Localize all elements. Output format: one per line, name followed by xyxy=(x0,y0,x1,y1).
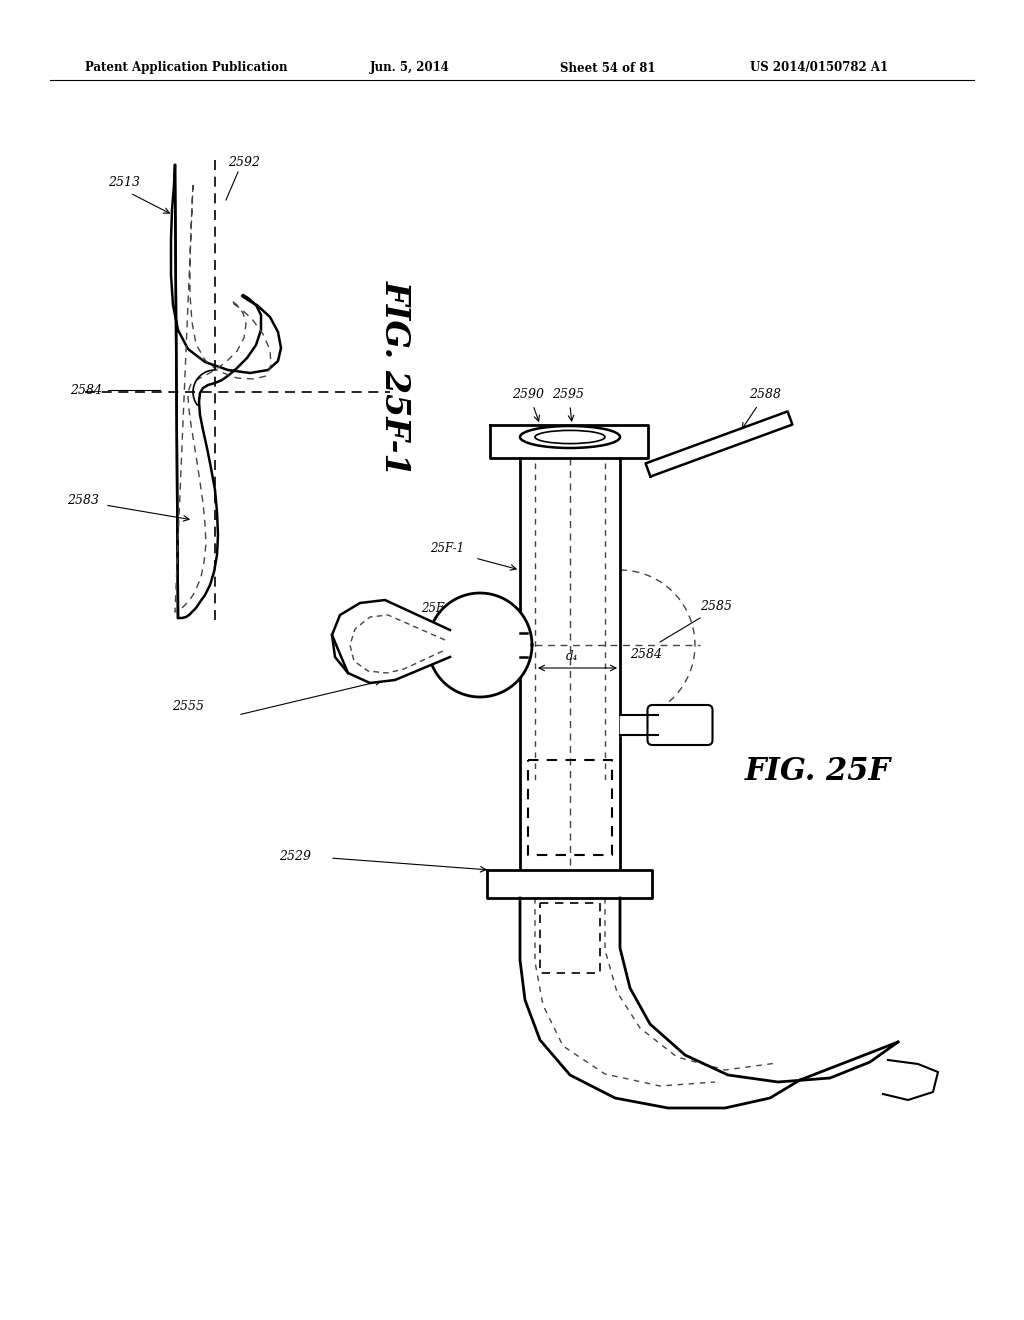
Ellipse shape xyxy=(520,426,620,447)
Text: 2590: 2590 xyxy=(512,388,544,401)
Text: 2583: 2583 xyxy=(499,628,531,642)
Polygon shape xyxy=(883,1060,938,1100)
Text: 2588: 2588 xyxy=(749,388,781,401)
Text: 2592: 2592 xyxy=(228,157,260,169)
Text: 2555: 2555 xyxy=(172,700,204,713)
Ellipse shape xyxy=(535,430,605,444)
Text: 2584: 2584 xyxy=(630,648,662,661)
Text: Jun. 5, 2014: Jun. 5, 2014 xyxy=(370,62,450,74)
Polygon shape xyxy=(620,715,652,735)
FancyBboxPatch shape xyxy=(647,705,713,744)
Text: Patent Application Publication: Patent Application Publication xyxy=(85,62,288,74)
Text: 2583: 2583 xyxy=(67,494,99,507)
Text: 25F-1: 25F-1 xyxy=(421,602,455,615)
Text: FIG. 25F-1: FIG. 25F-1 xyxy=(379,280,412,475)
Polygon shape xyxy=(428,593,532,697)
Text: 2584: 2584 xyxy=(70,384,102,396)
Text: 2595: 2595 xyxy=(552,388,584,401)
Text: Sheet 54 of 81: Sheet 54 of 81 xyxy=(560,62,655,74)
Text: 2585: 2585 xyxy=(700,601,732,612)
Text: FIG. 25F: FIG. 25F xyxy=(745,756,891,787)
Polygon shape xyxy=(490,425,648,458)
Text: d₄: d₄ xyxy=(566,649,579,663)
Polygon shape xyxy=(520,634,527,657)
Polygon shape xyxy=(645,412,793,477)
Polygon shape xyxy=(332,601,450,682)
Text: 2513: 2513 xyxy=(108,177,140,190)
Text: 2529: 2529 xyxy=(279,850,311,863)
Text: US 2014/0150782 A1: US 2014/0150782 A1 xyxy=(750,62,888,74)
Polygon shape xyxy=(487,870,652,898)
Text: 25F-1: 25F-1 xyxy=(430,543,464,554)
